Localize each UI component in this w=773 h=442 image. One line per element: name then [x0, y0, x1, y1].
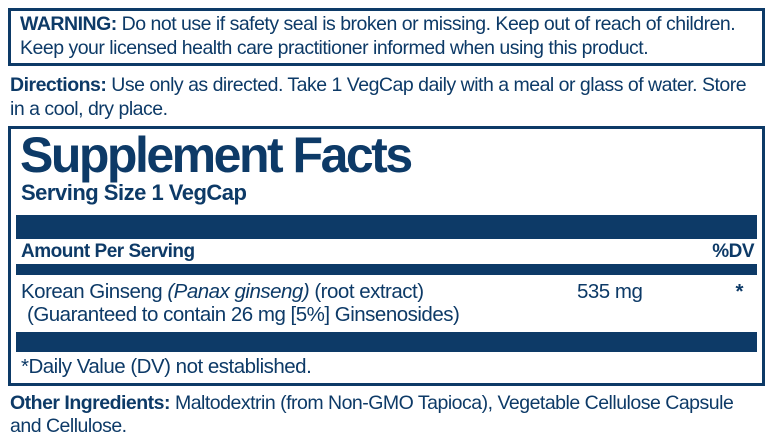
divider-bar-bottom: [16, 332, 757, 352]
supplement-facts-title: Supplement Facts: [20, 127, 413, 183]
supplement-facts-panel: Supplement Facts Serving Size 1 VegCap A…: [8, 126, 765, 386]
ingredient-dv: *: [735, 280, 744, 303]
dv-header: %DV: [712, 241, 754, 262]
warning-box: WARNING: Do not use if safety seal is br…: [8, 8, 765, 66]
divider-bar-top: [16, 215, 757, 239]
ingredient-name: Korean Ginseng (Panax ginseng) (root ext…: [21, 280, 577, 326]
facts-header-row: Amount Per Serving %DV: [16, 239, 757, 264]
serving-size: Serving Size 1 VegCap: [21, 180, 247, 205]
divider-bar-thin: [16, 264, 757, 275]
ingredient-row: Korean Ginseng (Panax ginseng) (root ext…: [16, 275, 757, 332]
ingredient-name-main: Korean Ginseng: [21, 280, 163, 303]
dv-footnote: *Daily Value (DV) not established.: [21, 355, 312, 378]
ingredient-amount: 535 mg: [577, 280, 643, 303]
ingredient-name-line2: (Guaranteed to contain 26 mg [5%] Ginsen…: [27, 303, 460, 326]
ingredient-name-line1: Korean Ginseng (Panax ginseng) (root ext…: [21, 280, 577, 303]
warning-text: Do not use if safety seal is broken or m…: [20, 13, 736, 59]
ingredient-name-extract: (root extract): [314, 280, 424, 303]
directions-block: Directions: Use only as directed. Take 1…: [10, 73, 763, 121]
ingredient-name-latin: (Panax ginseng): [167, 280, 310, 303]
other-ingredients-label: Other Ingredients:: [10, 392, 171, 414]
warning-label: WARNING:: [20, 13, 117, 35]
amount-per-serving-header: Amount Per Serving: [21, 241, 195, 262]
other-ingredients-text: Maltodextrin (from Non-GMO Tapioca), Veg…: [10, 392, 734, 437]
other-ingredients-block: Other Ingredients: Maltodextrin (from No…: [10, 392, 763, 438]
directions-text: Use only as directed. Take 1 VegCap dail…: [10, 74, 747, 120]
directions-label: Directions:: [10, 74, 107, 96]
